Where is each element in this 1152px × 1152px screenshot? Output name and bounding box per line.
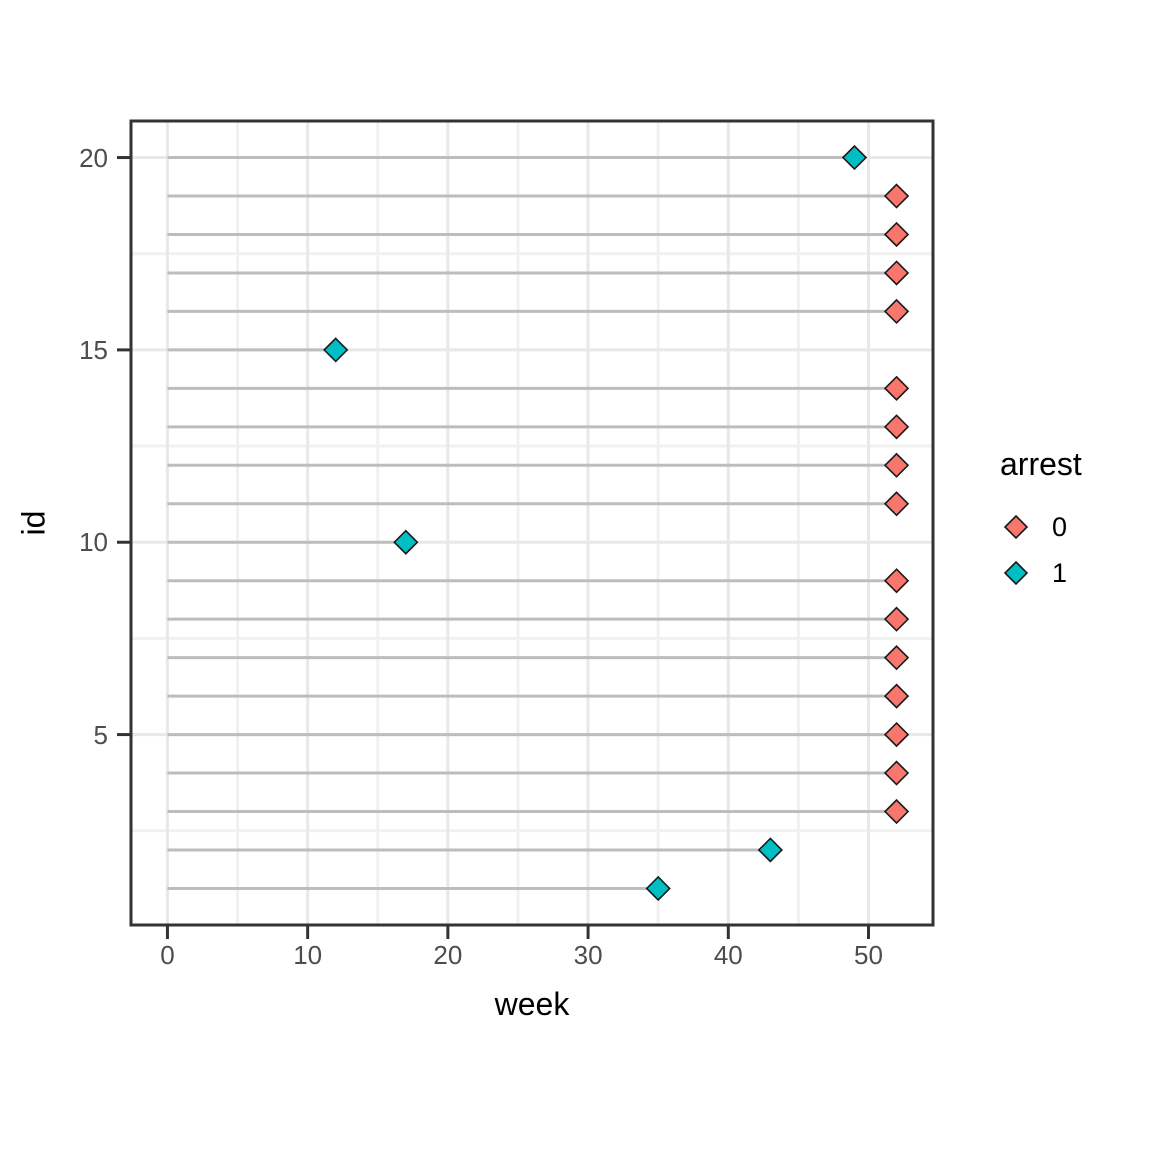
legend-label-1: 1 bbox=[1052, 557, 1068, 588]
legend-item-arrest-0: 0 bbox=[998, 509, 1082, 545]
data-point-id-20 bbox=[841, 144, 868, 171]
y-tick-label-5: 5 bbox=[93, 719, 108, 750]
data-point-id-3 bbox=[883, 798, 910, 825]
legend-label-0: 0 bbox=[1052, 511, 1068, 542]
x-tick-label-40: 40 bbox=[713, 940, 743, 970]
data-point-id-11 bbox=[883, 491, 910, 517]
legend: arrest 0 1 bbox=[998, 446, 1082, 601]
y-tick-label-20: 20 bbox=[79, 142, 108, 173]
x-axis-title: week bbox=[494, 986, 570, 1022]
panel-border bbox=[129, 119, 935, 927]
x-tick-label-0: 0 bbox=[160, 940, 175, 970]
data-point-id-14 bbox=[883, 375, 910, 401]
legend-key-diamond-1 bbox=[1003, 560, 1029, 586]
x-tick-label-50: 50 bbox=[854, 940, 883, 970]
data-point-id-16 bbox=[883, 298, 910, 325]
data-point-id-19 bbox=[883, 183, 910, 209]
legend-key-diamond-0 bbox=[1003, 514, 1029, 540]
legend-item-arrest-1: 1 bbox=[998, 555, 1082, 591]
x-tick-label-10: 10 bbox=[293, 940, 323, 970]
y-tick-label-15: 15 bbox=[79, 334, 108, 365]
data-point-id-1 bbox=[645, 875, 671, 902]
x-tick-label-20: 20 bbox=[433, 940, 463, 970]
y-tick-label-10: 10 bbox=[79, 527, 108, 558]
data-point-id-10 bbox=[393, 529, 419, 555]
x-tick-label-30: 30 bbox=[573, 940, 603, 970]
data-point-id-17 bbox=[883, 260, 910, 286]
data-point-id-12 bbox=[883, 452, 910, 478]
data-point-id-8 bbox=[883, 606, 910, 632]
y-axis-title: id bbox=[15, 510, 52, 536]
data-point-id-6 bbox=[883, 683, 910, 709]
data-point-id-2 bbox=[757, 837, 783, 863]
data-point-id-18 bbox=[883, 221, 910, 248]
data-point-id-9 bbox=[883, 568, 910, 594]
data-point-id-7 bbox=[883, 645, 910, 671]
data-point-id-5 bbox=[883, 721, 910, 748]
data-point-id-13 bbox=[883, 414, 910, 440]
data-point-id-4 bbox=[883, 760, 910, 786]
legend-title: arrest bbox=[1000, 446, 1082, 482]
data-point-id-15 bbox=[323, 337, 349, 363]
